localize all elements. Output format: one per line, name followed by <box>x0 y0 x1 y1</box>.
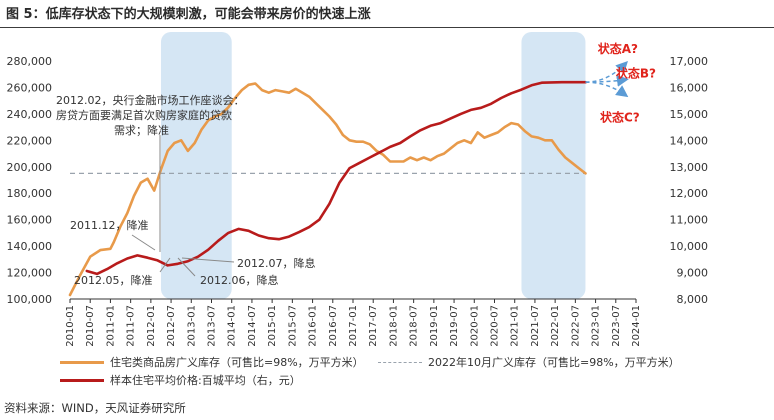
x-tick-label: 2017-07 <box>368 305 379 347</box>
y-left-tick-label: 160,000 <box>7 214 53 227</box>
legend-label-price: 样本住宅平均价格:百城平均（右，元） <box>110 374 301 387</box>
x-tick-label: 2010-07 <box>85 305 96 347</box>
x-tick-label: 2021-01 <box>510 305 521 347</box>
x-tick-label: 2014-07 <box>247 305 258 347</box>
figure-title: 图 5：低库存状态下的大规模刺激，可能会带来房价的快速上涨 <box>6 7 371 22</box>
y-right-tick-label: 15,000 <box>670 108 709 121</box>
annotation-text: 房贷方面要满足首次购房家庭的贷款 <box>56 108 232 122</box>
x-tick-label: 2022-01 <box>550 305 561 347</box>
forecast-label-state-a: 状态A? <box>598 41 638 56</box>
forecast-label-state-b: 状态B? <box>616 66 656 81</box>
axes: 2010-01 2010-07 2011-01 2011-07 2012-01 2012-… <box>7 55 709 347</box>
y-right-tick-label: 12,000 <box>670 187 709 200</box>
y-right-tick-label: 8,000 <box>677 293 709 306</box>
legend-label-inventory: 住宅类商品房广义库存（可售比=98%，万平方米） <box>110 356 364 369</box>
x-tick-label: 2018-01 <box>388 305 399 347</box>
annotation-text: 2012.07，降息 <box>237 256 316 270</box>
annotation-leader-3 <box>177 257 196 277</box>
x-tick-label: 2013-01 <box>186 305 197 347</box>
x-tick-label: 2020-01 <box>469 305 480 347</box>
x-tick-label: 2012-01 <box>146 305 157 347</box>
legend-item-reference: 2022年10月广义库存（可售比=98%，万平方米） <box>378 354 680 370</box>
shaded-period-0 <box>160 32 232 299</box>
annotation-leader-1 <box>131 234 156 251</box>
y-left-tick-label: 120,000 <box>7 267 53 280</box>
legend-swatch-reference <box>378 361 422 363</box>
source-note: 资料来源：WIND，天风证券研究所 <box>4 401 186 415</box>
annotation-text: 2012.06，降息 <box>200 273 279 287</box>
x-tick-label: 2023-01 <box>591 305 602 347</box>
forecast-arrow-state-c <box>585 81 629 98</box>
x-tick-label: 2018-07 <box>409 305 420 347</box>
series-group <box>68 80 587 297</box>
legend-item-inventory: 住宅类商品房广义库存（可售比=98%，万平方米） <box>60 354 364 370</box>
annotation-leader-2 <box>159 257 171 273</box>
y-right-tick-label: 17,000 <box>670 55 709 68</box>
y-right-tick-label: 13,000 <box>670 161 709 174</box>
y-right-tick-label: 11,000 <box>670 214 709 227</box>
x-tick-label: 2011-01 <box>105 305 116 347</box>
annotation-text: 需求；降准 <box>114 123 169 137</box>
annotation-text: 2011.12，降准 <box>70 218 149 232</box>
annotations-group: 2012.02，央行金融市场工作座谈会：房贷方面要满足首次购房家庭的贷款需求；降… <box>56 93 316 287</box>
y-left-tick-label: 100,000 <box>7 293 53 306</box>
y-right-tick-label: 14,000 <box>670 134 709 147</box>
x-tick-label: 2011-07 <box>126 305 137 347</box>
chart-canvas: 2010-01 2010-07 2011-01 2011-07 2012-01 2012-… <box>7 32 709 347</box>
x-tick-label: 2024-01 <box>631 305 642 347</box>
y-left-tick-label: 280,000 <box>7 55 53 68</box>
x-tick-label: 2014-01 <box>227 305 238 347</box>
annotation-text: 2012.02，央行金融市场工作座谈会： <box>56 93 245 107</box>
y-left-tick-label: 220,000 <box>7 134 53 147</box>
x-tick-label: 2022-07 <box>570 305 581 347</box>
y-right-tick-label: 9,000 <box>677 267 709 280</box>
legend: 住宅类商品房广义库存（可售比=98%，万平方米） 2022年10月广义库存（可售… <box>60 354 760 394</box>
y-left-tick-label: 200,000 <box>7 161 53 174</box>
x-tick-label: 2017-01 <box>348 305 359 347</box>
legend-swatch-price <box>60 378 104 382</box>
x-tick-label: 2023-07 <box>611 305 622 347</box>
x-tick-label: 2016-01 <box>308 305 319 347</box>
x-tick-label: 2010-01 <box>65 305 76 347</box>
forecast-group: 状态A? 状态B? 状态C? <box>585 41 656 124</box>
y-right-tick-label: 16,000 <box>670 81 709 94</box>
annotation-leader-4 <box>181 257 235 263</box>
x-tick-label: 2015-01 <box>267 305 278 347</box>
series-line-inventory <box>68 82 587 297</box>
shaded-periods <box>160 32 586 299</box>
legend-label-reference: 2022年10月广义库存（可售比=98%，万平方米） <box>428 356 680 369</box>
y-right-tick-label: 10,000 <box>670 240 709 253</box>
x-tick-label: 2016-07 <box>328 305 339 347</box>
series-line-price <box>85 80 587 276</box>
x-tick-label: 2020-07 <box>490 305 501 347</box>
x-tick-label: 2019-01 <box>429 305 440 347</box>
x-tick-label: 2019-07 <box>449 305 460 347</box>
x-tick-label: 2012-07 <box>166 305 177 347</box>
annotation-text: 2012.05，降准 <box>74 273 153 287</box>
x-tick-label: 2015-07 <box>287 305 298 347</box>
x-tick-label: 2021-07 <box>530 305 541 347</box>
y-left-tick-label: 260,000 <box>7 81 53 94</box>
y-left-tick-label: 240,000 <box>7 108 53 121</box>
y-left-tick-label: 140,000 <box>7 240 53 253</box>
shaded-period-1 <box>521 32 586 299</box>
forecast-label-state-c: 状态C? <box>600 109 640 124</box>
title-divider <box>0 27 774 28</box>
legend-item-price: 样本住宅平均价格:百城平均（右，元） <box>60 372 301 388</box>
y-left-tick-label: 180,000 <box>7 187 53 200</box>
x-tick-label: 2013-07 <box>207 305 218 347</box>
legend-swatch-inventory <box>60 360 104 364</box>
